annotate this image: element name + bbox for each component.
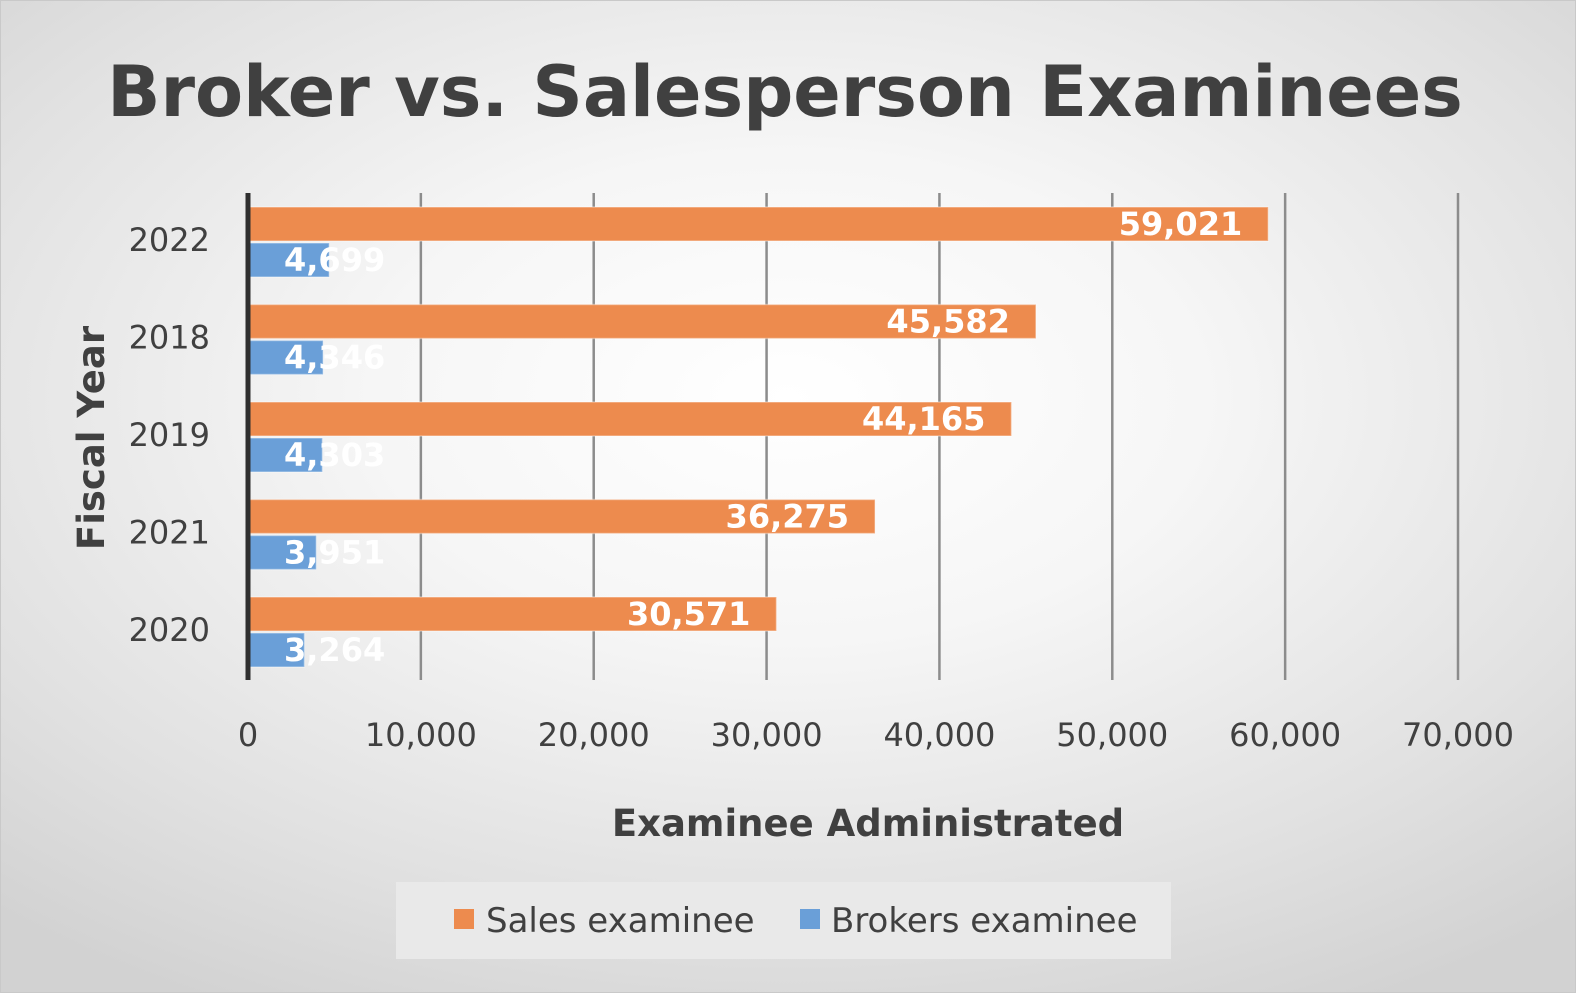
data-label-brokers: 4,699 [284, 241, 385, 279]
bar-sales [247, 206, 1269, 242]
x-tick-label: 0 [238, 716, 258, 754]
x-tick-label: 20,000 [538, 716, 650, 754]
bar-brokers [247, 632, 306, 668]
x-tick-labels: 0 10,000 20,000 30,000 40,000 50,000 60,000 70,… [238, 716, 1514, 754]
data-labels: 59,021 4,699 45,582 4,346 44,165 4,303 36,275 3… [284, 205, 1242, 669]
y-tick-labels: 2022 2018 2019 2021 2020 [129, 221, 210, 649]
bars [247, 206, 1269, 668]
data-label-sales: 30,571 [627, 595, 750, 633]
data-label-brokers: 3,264 [284, 631, 385, 669]
x-tick-label: 10,000 [365, 716, 477, 754]
bar-brokers [247, 534, 318, 571]
y-tick-label: 2020 [129, 611, 210, 649]
x-tick-label: 50,000 [1056, 716, 1168, 754]
bar-sales [247, 498, 876, 535]
x-tick-label: 70,000 [1402, 716, 1514, 754]
y-tick-label: 2019 [129, 416, 210, 454]
data-label-sales: 44,165 [862, 400, 985, 438]
chart-title: Broker vs. Salesperson Examinees [107, 51, 1463, 133]
bar-sales [247, 401, 1013, 437]
x-tick-label: 30,000 [711, 716, 823, 754]
data-label-sales: 45,582 [886, 303, 1009, 341]
x-tick-label: 60,000 [1229, 716, 1341, 754]
x-tick-label: 40,000 [883, 716, 995, 754]
legend-label-brokers: Brokers examinee [831, 901, 1137, 941]
x-axis-title: Examinee Administrated [612, 802, 1124, 845]
y-tick-label: 2018 [129, 319, 210, 357]
legend-box [396, 882, 1171, 959]
bar-sales [247, 303, 1037, 340]
y-axis-title: Fiscal Year [70, 325, 113, 550]
legend-swatch-brokers [800, 909, 820, 929]
bar-brokers [247, 242, 330, 278]
legend: Sales examinee Brokers examinee [396, 882, 1171, 959]
data-label-brokers: 4,303 [284, 436, 385, 474]
data-label-brokers: 3,951 [284, 534, 385, 572]
legend-swatch-sales [454, 909, 474, 929]
legend-label-sales: Sales examinee [486, 901, 755, 941]
bar-brokers [247, 437, 324, 473]
data-label-sales: 59,021 [1119, 205, 1242, 243]
y-tick-label: 2021 [129, 514, 210, 552]
y-tick-label: 2022 [129, 221, 210, 259]
data-label-brokers: 4,346 [284, 339, 385, 377]
data-label-sales: 36,275 [726, 498, 849, 536]
